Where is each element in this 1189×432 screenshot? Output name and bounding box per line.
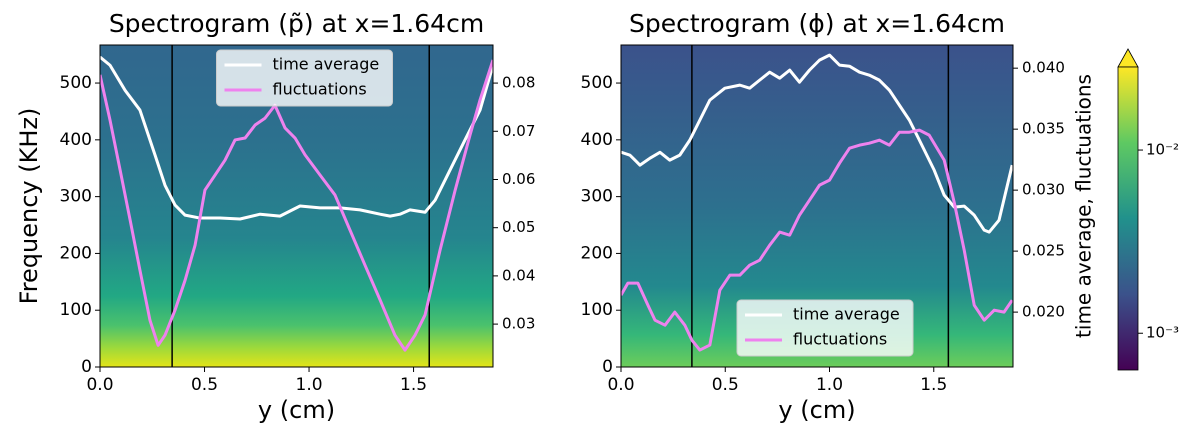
y2-tick-label: 0.08 <box>502 74 535 92</box>
colorbar-tick-label: 10⁻³ <box>1146 324 1179 342</box>
y-tick-label: 300 <box>60 187 92 207</box>
y2-tick-label: 0.05 <box>502 218 535 236</box>
legend-label: fluctuations <box>273 80 367 99</box>
y-tick-label: 200 <box>60 243 92 263</box>
y2-tick-label: 0.04 <box>502 266 535 284</box>
legend-label: time average <box>273 55 380 74</box>
y2-tick-label: 0.06 <box>502 170 535 188</box>
legend: time average fluctuations <box>216 49 393 107</box>
y2-tick-label: 0.03 <box>502 315 535 333</box>
series-line <box>100 59 493 352</box>
y-tick-label: 100 <box>60 300 92 320</box>
x-tick-label: 0.0 <box>607 375 634 395</box>
series-line <box>100 55 493 221</box>
colorbar-extend <box>1117 48 1139 68</box>
x-tick-label: 0.5 <box>191 375 218 395</box>
y2-axis-label: time average, fluctuations <box>1072 74 1096 338</box>
series-line <box>621 53 1013 234</box>
colorbar <box>1117 66 1139 371</box>
chart-title: Spectrogram (ϕ) at x=1.64cm <box>629 9 1005 38</box>
y2-tick-label: 0.025 <box>1022 242 1065 260</box>
x-tick-label: 1.5 <box>400 375 427 395</box>
x-tick-label: 0.5 <box>712 375 739 395</box>
y-tick-label: 300 <box>581 187 613 207</box>
colorbar-tick-label: 10⁻² <box>1146 141 1179 159</box>
chart-title: Spectrogram (p̃) at x=1.64cm <box>109 9 484 38</box>
legend-label: time average <box>793 305 900 324</box>
plot-frame <box>620 44 1014 368</box>
y-axis-label: Frequency (KHz) <box>15 108 43 305</box>
plot-lines <box>621 45 1013 367</box>
y-tick-label: 400 <box>60 130 92 150</box>
x-tick-label: 1.0 <box>816 375 843 395</box>
legend-label: fluctuations <box>793 330 887 349</box>
x-tick-label: 0.0 <box>86 375 113 395</box>
y-tick-label: 0 <box>81 357 92 377</box>
y2-tick-label: 0.030 <box>1022 181 1065 199</box>
y-tick-label: 100 <box>581 300 613 320</box>
x-tick-label: 1.5 <box>920 375 947 395</box>
x-axis-label: y (cm) <box>778 396 855 424</box>
y2-tick-label: 0.035 <box>1022 120 1065 138</box>
x-tick-label: 1.0 <box>296 375 323 395</box>
y2-tick-label: 0.040 <box>1022 59 1065 77</box>
series-line <box>621 128 1013 352</box>
y-tick-label: 400 <box>581 130 613 150</box>
x-axis-label: y (cm) <box>258 396 335 424</box>
y-tick-label: 500 <box>581 73 613 93</box>
plot-lines <box>100 45 493 367</box>
y2-tick-label: 0.07 <box>502 122 535 140</box>
y-tick-label: 200 <box>581 243 613 263</box>
y2-tick-label: 0.020 <box>1022 303 1065 321</box>
plot-frame <box>99 44 494 368</box>
y-tick-label: 500 <box>60 73 92 93</box>
y-tick-label: 0 <box>602 357 613 377</box>
legend: time average fluctuations <box>736 299 914 357</box>
